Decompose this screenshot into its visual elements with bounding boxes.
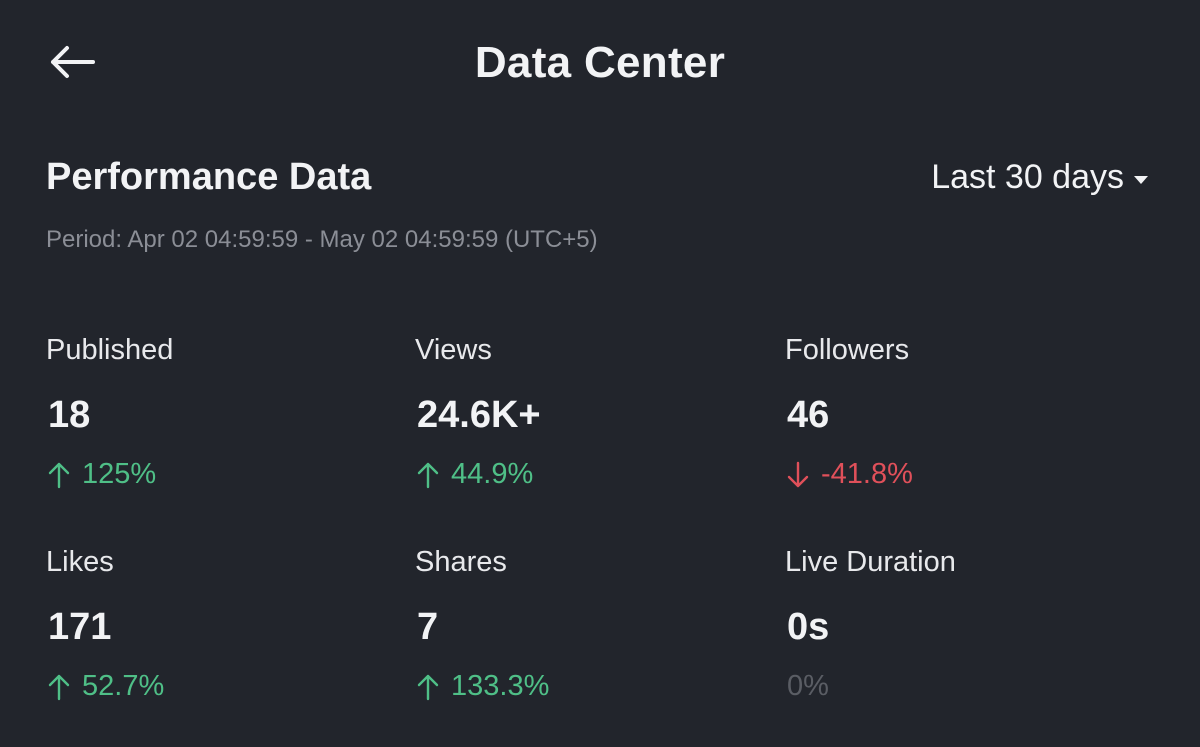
- metric-value: 46: [787, 394, 830, 436]
- page-title: Data Center: [474, 38, 726, 87]
- metric-value: 7: [417, 606, 439, 648]
- arrow-up-icon: [417, 674, 439, 700]
- metric-value: 18: [48, 394, 91, 436]
- metric-label: Published: [46, 334, 174, 366]
- metric-value: 171: [48, 606, 112, 648]
- metric-change-value: -41.8%: [821, 458, 913, 490]
- metric-label: Live Duration: [785, 546, 956, 578]
- metric-shares[interactable]: Shares 7 133.3%: [415, 546, 755, 736]
- metric-change-value: 133.3%: [451, 670, 550, 702]
- metric-label: Followers: [785, 334, 910, 366]
- date-range-dropdown[interactable]: Last 30 days: [931, 158, 1148, 197]
- metric-likes[interactable]: Likes 171 52.7%: [46, 546, 386, 736]
- arrow-up-icon: [417, 462, 439, 488]
- metric-value: 24.6K+: [417, 394, 541, 436]
- metric-live-duration[interactable]: Live Duration 0s 0%: [785, 546, 1125, 736]
- metric-change-value: 125%: [82, 458, 157, 490]
- caret-down-icon: [1134, 175, 1148, 184]
- header: Data Center: [0, 0, 1200, 125]
- arrow-up-icon: [48, 462, 70, 488]
- period-text: Period: Apr 02 04:59:59 - May 02 04:59:5…: [46, 226, 598, 253]
- metric-change: 0%: [787, 670, 829, 703]
- metric-change: 52.7%: [48, 670, 164, 703]
- metric-change: 125%: [48, 458, 156, 491]
- arrow-left-icon: [51, 46, 95, 78]
- metric-change-value: 0%: [787, 670, 829, 702]
- metric-value: 0s: [787, 606, 830, 648]
- arrow-down-icon: [787, 461, 809, 487]
- metric-change-value: 52.7%: [82, 670, 165, 702]
- section-title: Performance Data: [46, 156, 372, 198]
- metric-followers[interactable]: Followers 46 -41.8%: [785, 334, 1125, 524]
- metric-change-value: 44.9%: [451, 458, 534, 490]
- arrow-up-icon: [48, 674, 70, 700]
- metric-change: -41.8%: [787, 458, 913, 491]
- metric-label: Likes: [46, 546, 114, 578]
- metric-views[interactable]: Views 24.6K+ 44.9%: [415, 334, 755, 524]
- metric-label: Views: [415, 334, 492, 366]
- metric-change: 44.9%: [417, 458, 533, 491]
- metric-published[interactable]: Published 18 125%: [46, 334, 386, 524]
- back-button[interactable]: [40, 36, 104, 88]
- date-range-label: Last 30 days: [931, 158, 1124, 196]
- metric-label: Shares: [415, 546, 507, 578]
- metric-change: 133.3%: [417, 670, 549, 703]
